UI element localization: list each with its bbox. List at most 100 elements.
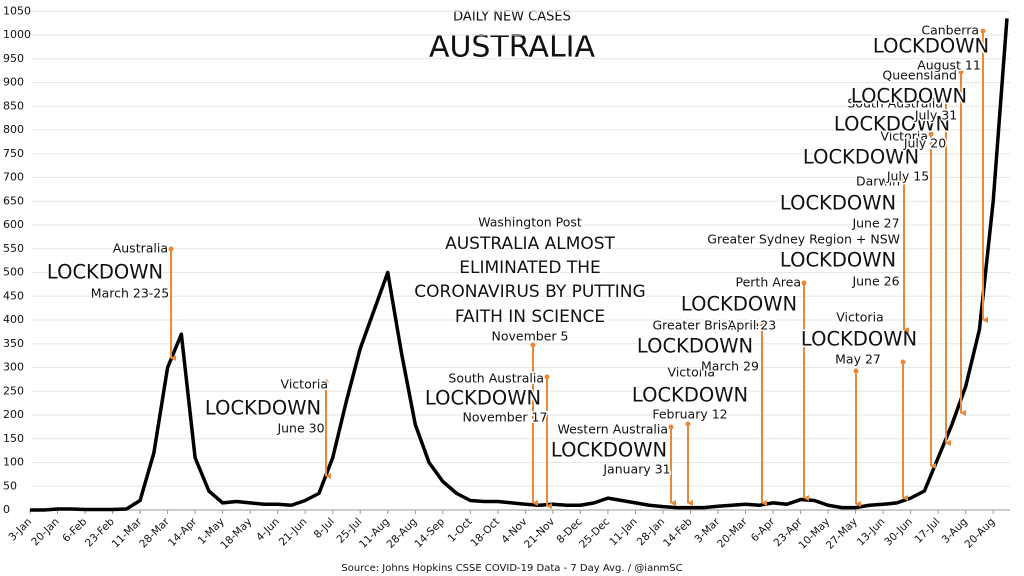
annotation-text: LOCKDOWN bbox=[873, 35, 989, 58]
y-tick-label: 100 bbox=[3, 456, 24, 469]
y-tick-label: 950 bbox=[3, 52, 24, 65]
annotation-text: CORONAVIRUS BY PUTTING bbox=[414, 282, 645, 302]
y-tick-label: 1050 bbox=[3, 4, 31, 17]
annotation-text: LOCKDOWN bbox=[834, 113, 950, 136]
y-tick-label: 850 bbox=[3, 99, 24, 112]
annotation-text: FAITH IN SCIENCE bbox=[455, 307, 605, 327]
y-tick-label: 600 bbox=[3, 218, 24, 231]
annotation-text: LOCKDOWN bbox=[205, 397, 321, 420]
annotation-text: June 30 bbox=[276, 421, 324, 436]
y-tick-label: 200 bbox=[3, 408, 24, 421]
y-tick-label: 0 bbox=[3, 503, 10, 516]
annotation-text: Australia bbox=[113, 241, 168, 256]
x-tick-label: 30-Jun bbox=[882, 516, 915, 549]
annotation-text: South Australia bbox=[448, 371, 544, 386]
annotation-dot bbox=[685, 421, 691, 427]
x-tick-label: 25-Dec bbox=[577, 516, 612, 551]
annotation-text: LOCKDOWN bbox=[637, 335, 753, 358]
annotation-text: Greater Sydney Region + NSW bbox=[707, 232, 900, 247]
x-tick-label: 20-Mar bbox=[715, 515, 750, 550]
annotation: Australia LOCKDOWN March 23-25 bbox=[45, 239, 176, 361]
annotation-text: LOCKDOWN bbox=[780, 192, 896, 215]
x-tick-label: 28-Aug bbox=[385, 516, 420, 551]
annotation-dot bbox=[759, 321, 765, 327]
x-tick-label: 14-Apr bbox=[166, 515, 200, 549]
x-tick-label: 28-Mar bbox=[137, 515, 172, 550]
annotation-text: ELIMINATED THE bbox=[459, 258, 600, 278]
annotation-text: Victoria bbox=[836, 310, 883, 325]
annotation-text: January 31 bbox=[602, 462, 670, 477]
x-tick-label: 18-Oct bbox=[468, 516, 502, 550]
annotation-text: Victoria bbox=[881, 129, 928, 144]
x-tick-label: 13-Jun bbox=[855, 516, 888, 549]
annotation-text: Perth Area bbox=[736, 275, 802, 290]
x-tick-label: 21-Nov bbox=[522, 516, 557, 551]
y-tick-label: 550 bbox=[3, 242, 24, 255]
annotation-text: March 29 bbox=[701, 359, 759, 374]
annotation-dot bbox=[901, 177, 907, 183]
annotation-text: November 5 bbox=[492, 329, 569, 344]
annotation-text: April 23 bbox=[728, 318, 776, 333]
annotation-text: March 23-25 bbox=[91, 286, 169, 301]
x-tick-label: 18-May bbox=[218, 516, 254, 552]
y-tick-label: 450 bbox=[3, 289, 24, 302]
y-tick-label: 650 bbox=[3, 194, 24, 207]
annotation-dot bbox=[801, 280, 807, 286]
annotation-text: LOCKDOWN bbox=[425, 387, 541, 410]
annotation-text: LOCKDOWN bbox=[801, 328, 917, 351]
annotation-dot bbox=[980, 28, 986, 34]
annotation-text: August 11 bbox=[917, 58, 981, 73]
annotation-dot bbox=[958, 69, 964, 75]
y-tick-label: 500 bbox=[3, 266, 24, 279]
x-tick-label: 20-Jan bbox=[29, 516, 61, 548]
annotation-text: Darwin bbox=[856, 174, 900, 189]
annotation: Washington Post AUSTRALIA ALMOST ELIMINATE… bbox=[413, 213, 647, 506]
y-tick-label: 150 bbox=[3, 432, 24, 445]
annotation-text: Western Australia bbox=[557, 422, 668, 437]
x-tick-label: 14-Feb bbox=[661, 516, 695, 550]
x-tick-label: 11-Jan bbox=[607, 516, 639, 548]
annotation-dot bbox=[853, 368, 859, 374]
annotation-text: South Australia bbox=[847, 96, 943, 111]
y-tick-label: 1000 bbox=[3, 28, 31, 41]
annotation-text: June 27 bbox=[851, 216, 899, 231]
source-note: Source: Johns Hopkins CSSE COVID-19 Data… bbox=[341, 563, 682, 574]
annotation-text: July 31 bbox=[914, 108, 957, 123]
y-tick-label: 750 bbox=[3, 147, 24, 160]
annotation-text: Victoria bbox=[281, 377, 328, 392]
annotation-text: LOCKDOWN bbox=[632, 384, 748, 407]
x-tick-label: 20-Aug bbox=[962, 516, 997, 551]
annotation-dot bbox=[323, 379, 329, 385]
annotation-text: LOCKDOWN bbox=[851, 85, 967, 108]
y-tick-label: 350 bbox=[3, 337, 24, 350]
annotation-text: February 12 bbox=[652, 407, 727, 422]
annotation-text: AUSTRALIA ALMOST bbox=[445, 234, 615, 254]
annotation: Greater Sydney Region + NSW LOCKDOWN June … bbox=[706, 230, 908, 501]
annotation-dot bbox=[668, 424, 674, 430]
y-tick-label: 50 bbox=[3, 479, 17, 492]
annotation-dot bbox=[943, 97, 949, 103]
annotation-dot bbox=[530, 342, 536, 348]
x-tick-label: 14-Sep bbox=[412, 516, 447, 551]
annotation-text: July 20 bbox=[903, 136, 946, 151]
annotation-text: Greater Brisbane bbox=[652, 318, 759, 333]
data-line bbox=[30, 18, 1009, 512]
x-tick-label: 17-Jul bbox=[912, 516, 942, 546]
annotation-text: LOCKDOWN bbox=[47, 261, 163, 284]
annotation-text: Queensland bbox=[882, 68, 957, 83]
y-tick-label: 400 bbox=[3, 313, 24, 326]
annotation-dot bbox=[168, 246, 174, 252]
annotation-text: Victoria bbox=[668, 365, 715, 380]
annotation-text: LOCKDOWN bbox=[681, 293, 797, 316]
annotation-dot bbox=[928, 131, 934, 137]
